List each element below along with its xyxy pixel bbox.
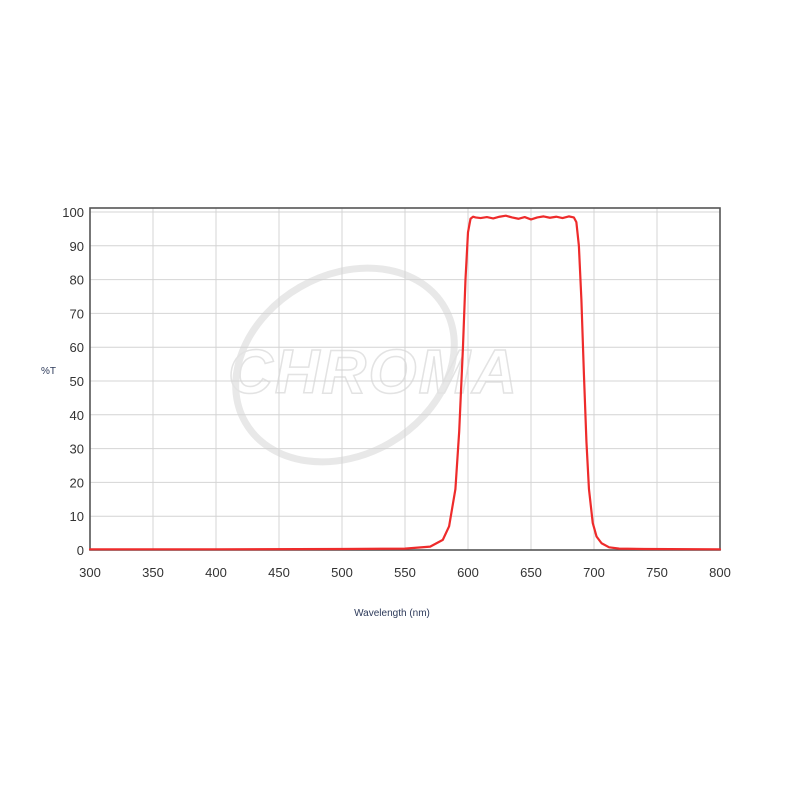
y-tick-label: 30: [70, 442, 84, 457]
y-tick-label: 60: [70, 340, 84, 355]
y-tick-label: 0: [77, 543, 84, 558]
x-axis-title: Wavelength (nm): [354, 608, 430, 619]
y-axis-title: %T: [41, 366, 56, 377]
grid-lines: [89, 208, 721, 551]
series-group: [88, 214, 722, 551]
y-tick-label: 10: [70, 509, 84, 524]
x-tick-label: 600: [457, 565, 479, 580]
x-tick-label: 450: [268, 565, 290, 580]
y-tick-label: 90: [70, 239, 84, 254]
y-tick-label: 40: [70, 408, 84, 423]
x-tick-label: 350: [142, 565, 164, 580]
x-tick-label: 650: [520, 565, 542, 580]
y-tick-label: 20: [70, 475, 84, 490]
y-tick-label: 50: [70, 374, 84, 389]
x-tick-label: 700: [583, 565, 605, 580]
x-tick-label: 750: [646, 565, 668, 580]
y-tick-label: 70: [70, 306, 84, 321]
y-tick-label: 100: [62, 205, 84, 220]
y-tick-label: 80: [70, 273, 84, 288]
watermark-text: CHROMA: [228, 338, 519, 407]
x-tick-label: 400: [205, 565, 227, 580]
x-tick-label: 550: [394, 565, 416, 580]
chroma-watermark-logo: CHROMA: [227, 264, 519, 466]
plot-border: [89, 207, 721, 551]
watermark-ring: [232, 264, 458, 466]
x-tick-label: 500: [331, 565, 353, 580]
y-tick-labels: 0 10 20 30 40 50 60 70 80 90 100: [62, 205, 84, 558]
x-tick-label: 800: [709, 565, 731, 580]
transmission-curve-series-0: [88, 214, 722, 551]
x-tick-label: 300: [79, 565, 101, 580]
x-tick-labels: 300 350 400 450 500 550 600 650 700 750 800: [79, 565, 731, 580]
